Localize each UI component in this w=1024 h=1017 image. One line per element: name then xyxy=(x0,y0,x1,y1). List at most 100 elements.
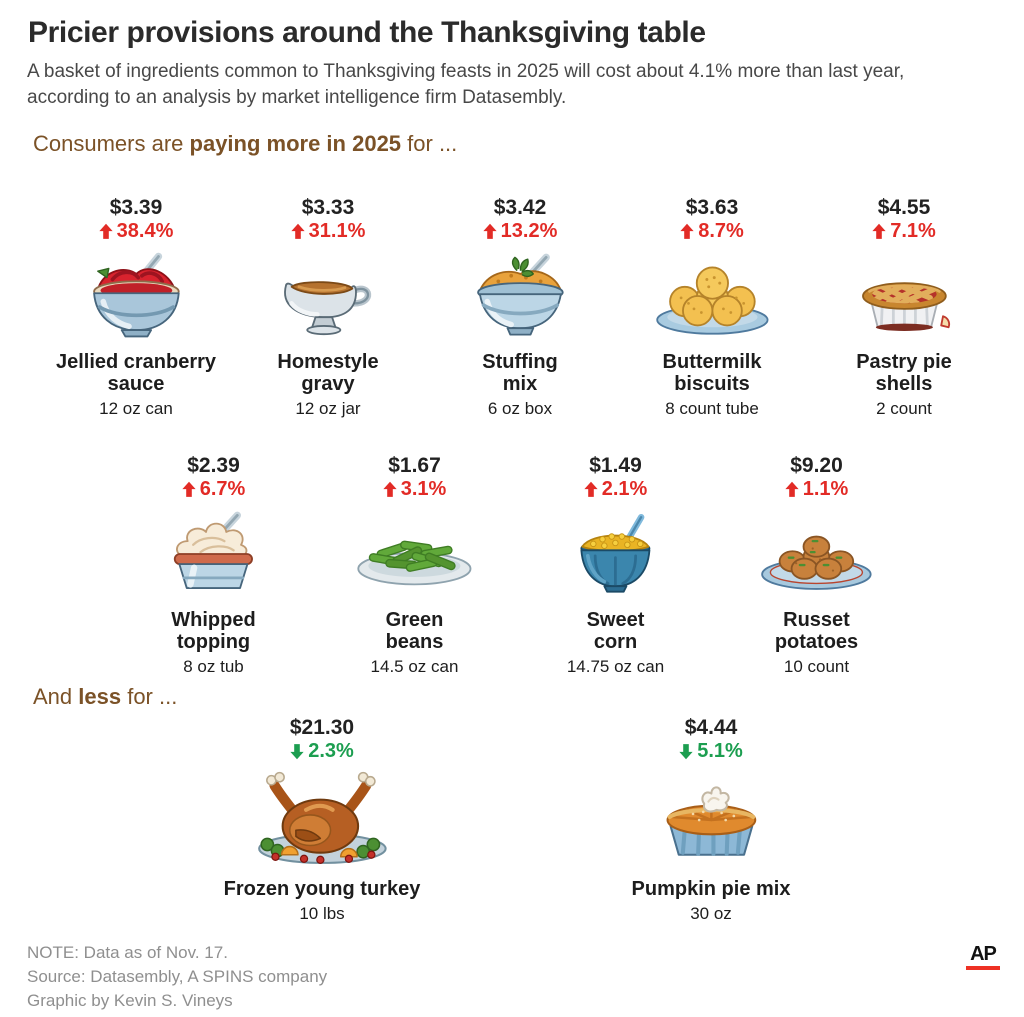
item-change-value: 2.1% xyxy=(601,478,648,500)
item-name: Pastry pie shells xyxy=(856,351,952,395)
item-change: 5.1% xyxy=(679,740,743,763)
item-change: 8.7% xyxy=(680,220,744,243)
item-card: $21.30 2.3% Frozen young turkey 10 lbs xyxy=(202,716,442,924)
ap-logo: AP xyxy=(966,944,1000,970)
item-card: $3.33 31.1% Homestyle gravy 12 oz jar xyxy=(232,196,424,419)
item-change: 3.1% xyxy=(383,478,447,501)
item-change-value: 7.1% xyxy=(890,220,936,242)
heading-prefix: And xyxy=(33,684,79,709)
item-price: $9.20 xyxy=(790,454,843,477)
up-arrow-icon xyxy=(99,223,113,240)
item-card: $3.42 13.2% Stuffing mix 6 oz box xyxy=(424,196,616,419)
page-title: Pricier provisions around the Thanksgivi… xyxy=(28,16,706,49)
item-price: $4.55 xyxy=(877,196,931,219)
item-change-value: 2.3% xyxy=(308,740,354,762)
item-price: $21.30 xyxy=(289,716,355,739)
item-card: $4.55 7.1% Pastry pie shells 2 count xyxy=(808,196,1000,419)
item-name-line: Buttermilk xyxy=(662,351,762,373)
item-name: Stuffing mix xyxy=(482,351,558,395)
item-change: 7.1% xyxy=(872,220,936,243)
item-change-value: 5.1% xyxy=(697,740,743,762)
item-name: Green beans xyxy=(386,609,444,653)
item-card: $1.67 3.1% Green beans 14.5 oz can xyxy=(314,454,515,677)
item-name-line: biscuits xyxy=(674,373,750,395)
item-name-line: corn xyxy=(593,631,638,653)
item-change: 1.1% xyxy=(785,478,848,501)
item-change-value: 38.4% xyxy=(116,220,174,242)
item-size: 12 oz can xyxy=(99,399,173,418)
lattice-pie-icon xyxy=(840,250,969,342)
down-arrow-icon xyxy=(679,743,693,760)
pumpkin-pie-icon xyxy=(640,767,783,869)
up-arrow-icon xyxy=(680,223,694,240)
up-arrow-icon xyxy=(785,481,799,498)
item-card: $4.44 5.1% Pumpkin pie mix 30 oz xyxy=(591,716,831,924)
item-name-line: Frozen young turkey xyxy=(223,878,421,900)
item-price: $3.42 xyxy=(493,196,547,219)
item-name: Jellied cranberry sauce xyxy=(56,351,216,395)
item-price: $3.33 xyxy=(301,196,355,219)
up-arrow-icon xyxy=(584,481,598,498)
item-size: 2 count xyxy=(876,399,932,418)
up-arrow-icon xyxy=(872,223,886,240)
item-name: Sweet corn xyxy=(587,609,645,653)
up-arrow-icon xyxy=(383,481,397,498)
biscuits-plate-icon xyxy=(648,250,777,342)
item-name-line: shells xyxy=(875,373,933,395)
item-price: $4.44 xyxy=(684,716,738,739)
item-name: Homestyle gravy xyxy=(277,351,378,395)
item-name: Pumpkin pie mix xyxy=(632,878,791,900)
item-price: $1.49 xyxy=(589,454,642,477)
item-change: 2.1% xyxy=(584,478,648,501)
section-heading-paying-more: Consumers are paying more in 2025 for ..… xyxy=(33,131,457,157)
item-name-line: sauce xyxy=(107,373,165,395)
item-name-line: Jellied cranberry xyxy=(55,351,217,373)
up-arrow-icon xyxy=(483,223,497,240)
item-size: 12 oz jar xyxy=(295,399,361,418)
item-change-value: 13.2% xyxy=(500,220,558,242)
item-change-value: 31.1% xyxy=(308,220,366,242)
heading-prefix: Consumers are xyxy=(33,131,190,156)
footer-source: Source: Datasembly, A SPINS company xyxy=(27,967,328,986)
item-name-line: Pumpkin pie mix xyxy=(631,878,791,900)
item-card: $9.20 1.1% Russet potatoes 10 count xyxy=(716,454,917,677)
up-arrow-icon xyxy=(291,223,305,240)
item-card: $2.39 6.7% Whipped topping 8 oz tub xyxy=(113,454,314,677)
footer-note: NOTE: Data as of Nov. 17. xyxy=(27,943,228,962)
item-name-line: Stuffing xyxy=(482,351,558,373)
item-size: 6 oz box xyxy=(487,399,553,418)
item-name-line: Sweet xyxy=(586,609,645,631)
item-name-line: gravy xyxy=(301,373,355,395)
item-change: 13.2% xyxy=(483,220,558,243)
item-size: 14.75 oz can xyxy=(566,657,665,676)
item-name: Whipped topping xyxy=(171,609,255,653)
section-heading-less: And less for ... xyxy=(33,684,177,710)
item-price: $1.67 xyxy=(388,454,441,477)
items-row-2: $2.39 6.7% Whipped topping 8 oz tub $1.67… xyxy=(113,454,917,677)
item-price: $2.39 xyxy=(187,454,240,477)
item-name-line: Green xyxy=(385,609,444,631)
item-name-line: Homestyle xyxy=(277,351,379,373)
item-card: $1.49 2.1% Sweet corn 14.75 oz can xyxy=(515,454,716,677)
item-name-line: beans xyxy=(385,631,444,653)
heading-bold: less xyxy=(78,684,122,709)
item-name-line: Whipped xyxy=(171,609,256,631)
item-change: 6.7% xyxy=(182,478,246,501)
item-name-line: potatoes xyxy=(774,631,859,653)
cranberry-sauce-bowl-icon xyxy=(72,250,201,342)
gravy-boat-icon xyxy=(264,250,393,342)
up-arrow-icon xyxy=(182,481,196,498)
item-change-value: 8.7% xyxy=(698,220,744,242)
item-name: Frozen young turkey xyxy=(224,878,421,900)
item-change-value: 6.7% xyxy=(199,478,246,500)
green-beans-plate-icon xyxy=(350,508,479,600)
down-arrow-icon xyxy=(290,743,304,760)
item-change: 2.3% xyxy=(290,740,354,763)
stuffing-bowl-icon xyxy=(456,250,585,342)
item-change-value: 3.1% xyxy=(400,478,447,500)
item-change: 31.1% xyxy=(291,220,366,243)
item-price: $3.39 xyxy=(109,196,163,219)
item-price: $3.63 xyxy=(685,196,739,219)
ap-logo-red-bar xyxy=(966,966,1000,970)
roast-turkey-icon xyxy=(251,767,394,869)
